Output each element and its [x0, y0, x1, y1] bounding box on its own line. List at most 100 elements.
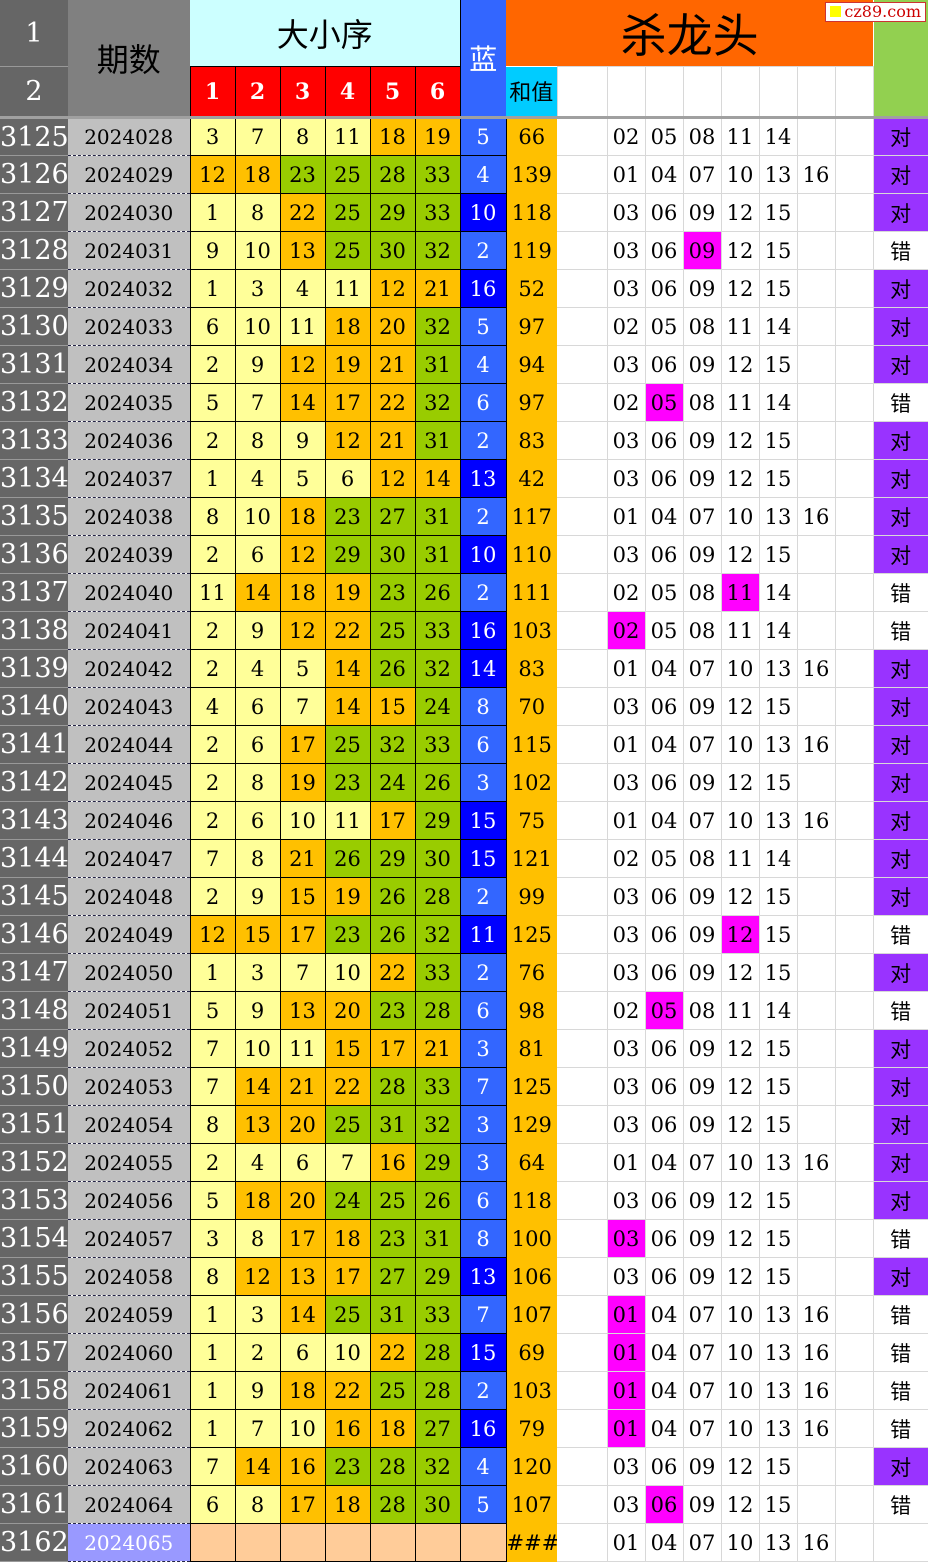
kill-number-cell[interactable]: 15: [758, 269, 798, 308]
number-cell[interactable]: 1: [189, 1333, 236, 1372]
kill-number-cell[interactable]: 11: [720, 117, 760, 156]
number-cell[interactable]: 28: [369, 1067, 416, 1106]
row-number[interactable]: 3140: [0, 687, 68, 726]
kill-number-cell[interactable]: [834, 307, 874, 346]
kill-number-cell[interactable]: [834, 1523, 874, 1562]
number-cell[interactable]: 9: [234, 345, 281, 384]
sum-cell[interactable]: 107: [506, 1295, 558, 1334]
result-cell[interactable]: 错: [872, 1485, 928, 1524]
number-cell[interactable]: 7: [234, 117, 281, 156]
number-cell[interactable]: 16: [369, 1143, 416, 1182]
kill-number-cell[interactable]: [796, 383, 836, 422]
period-cell[interactable]: 2024044: [68, 725, 190, 764]
number-cell[interactable]: 3: [189, 117, 236, 156]
kill-number-cell[interactable]: [834, 1295, 874, 1334]
blue-number-cell[interactable]: 15: [459, 1333, 507, 1372]
kill-number-cell[interactable]: 03: [606, 1105, 646, 1144]
empty-cell[interactable]: [557, 1029, 608, 1068]
number-cell[interactable]: 7: [234, 1409, 281, 1448]
result-cell[interactable]: 错: [872, 231, 928, 270]
kill-number-cell[interactable]: 16: [796, 649, 836, 688]
blue-number-cell[interactable]: 6: [459, 1181, 507, 1220]
kill-number-cell[interactable]: [834, 231, 874, 270]
kill-number-cell[interactable]: [796, 611, 836, 650]
result-cell[interactable]: 对: [872, 877, 928, 916]
period-cell[interactable]: 2024035: [68, 383, 190, 422]
result-cell[interactable]: 对: [872, 535, 928, 574]
kill-number-cell[interactable]: 06: [644, 535, 684, 574]
number-cell[interactable]: 25: [324, 193, 371, 232]
result-cell[interactable]: 对: [872, 1143, 928, 1182]
empty-cell[interactable]: [557, 915, 608, 954]
kill-number-cell[interactable]: 01: [606, 1371, 646, 1410]
result-cell[interactable]: 对: [872, 1181, 928, 1220]
empty-cell[interactable]: [557, 801, 608, 840]
number-cell[interactable]: 11: [279, 307, 326, 346]
number-cell[interactable]: 12: [369, 459, 416, 498]
blue-number-cell[interactable]: 16: [459, 611, 507, 650]
period-cell[interactable]: 2024065: [68, 1523, 190, 1562]
row-number[interactable]: 3153: [0, 1181, 68, 1220]
kill-number-cell[interactable]: [834, 687, 874, 726]
row-number[interactable]: 3133: [0, 421, 68, 460]
kill-number-cell[interactable]: 09: [682, 1029, 722, 1068]
period-cell[interactable]: 2024049: [68, 915, 190, 954]
kill-number-cell[interactable]: [796, 991, 836, 1030]
row-number[interactable]: 3143: [0, 801, 68, 840]
kill-number-cell[interactable]: 03: [606, 877, 646, 916]
number-cell[interactable]: 32: [414, 649, 461, 688]
kill-number-cell[interactable]: 03: [606, 687, 646, 726]
number-cell[interactable]: 26: [324, 839, 371, 878]
number-cell[interactable]: 6: [234, 687, 281, 726]
number-cell[interactable]: [279, 1523, 326, 1562]
number-cell[interactable]: 4: [279, 269, 326, 308]
number-cell[interactable]: 14: [279, 383, 326, 422]
number-cell[interactable]: 10: [234, 1029, 281, 1068]
kill-number-cell[interactable]: 09: [682, 953, 722, 992]
kill-number-cell[interactable]: 05: [644, 611, 684, 650]
period-cell[interactable]: 2024063: [68, 1447, 190, 1486]
blue-number-cell[interactable]: 2: [459, 421, 507, 460]
kill-number-cell[interactable]: 03: [606, 231, 646, 270]
number-cell[interactable]: 18: [369, 117, 416, 156]
kill-number-cell[interactable]: 10: [720, 1523, 760, 1562]
number-cell[interactable]: 8: [234, 839, 281, 878]
kill-number-cell[interactable]: 07: [682, 649, 722, 688]
number-cell[interactable]: 26: [414, 573, 461, 612]
kill-number-cell[interactable]: 09: [682, 1447, 722, 1486]
number-cell[interactable]: 28: [369, 1485, 416, 1524]
number-cell[interactable]: 21: [414, 1029, 461, 1068]
result-cell[interactable]: 对: [872, 307, 928, 346]
number-cell[interactable]: 28: [414, 991, 461, 1030]
kill-number-cell[interactable]: [796, 535, 836, 574]
period-cell[interactable]: 2024058: [68, 1257, 190, 1296]
kill-number-cell[interactable]: 03: [606, 1257, 646, 1296]
kill-number-cell[interactable]: [834, 1257, 874, 1296]
kill-number-cell[interactable]: [796, 839, 836, 878]
number-cell[interactable]: 22: [279, 193, 326, 232]
number-cell[interactable]: 31: [369, 1295, 416, 1334]
sum-cell[interactable]: 118: [506, 193, 558, 232]
kill-number-cell[interactable]: 05: [644, 117, 684, 156]
period-cell[interactable]: 2024033: [68, 307, 190, 346]
kill-number-cell[interactable]: 09: [682, 915, 722, 954]
result-cell[interactable]: 错: [872, 1333, 928, 1372]
period-cell[interactable]: 2024045: [68, 763, 190, 802]
blue-number-cell[interactable]: 8: [459, 687, 507, 726]
kill-number-cell[interactable]: 12: [720, 193, 760, 232]
kill-number-cell[interactable]: 12: [720, 687, 760, 726]
kill-number-cell[interactable]: [834, 497, 874, 536]
empty-cell[interactable]: [557, 1257, 608, 1296]
empty-cell[interactable]: [557, 1143, 608, 1182]
kill-number-cell[interactable]: 15: [758, 1447, 798, 1486]
number-cell[interactable]: 8: [234, 193, 281, 232]
sum-cell[interactable]: 42: [506, 459, 558, 498]
result-cell[interactable]: 对: [872, 269, 928, 308]
blue-number-cell[interactable]: 3: [459, 1143, 507, 1182]
number-cell[interactable]: 3: [189, 1219, 236, 1258]
number-cell[interactable]: 13: [279, 991, 326, 1030]
number-cell[interactable]: 24: [414, 687, 461, 726]
kill-number-cell[interactable]: 03: [606, 1485, 646, 1524]
kill-number-cell[interactable]: [834, 1181, 874, 1220]
kill-number-cell[interactable]: 06: [644, 345, 684, 384]
